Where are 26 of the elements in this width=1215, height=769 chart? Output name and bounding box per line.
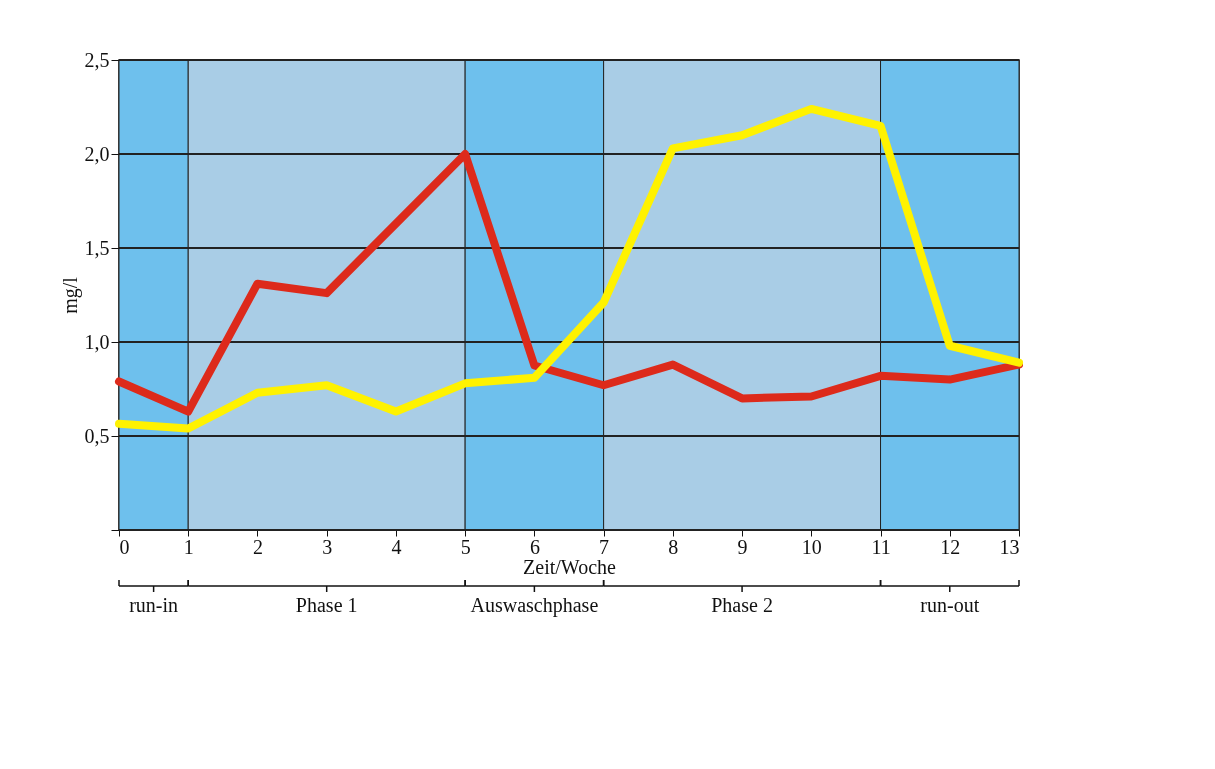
x-tick-label: 10 <box>801 535 822 558</box>
y-tick-label: 2,5 <box>84 48 110 71</box>
x-tick-label: 7 <box>599 535 610 558</box>
text: run-out <box>920 594 980 616</box>
x-tick-label: 4 <box>391 535 402 558</box>
y-tick-label: 1,5 <box>84 236 110 259</box>
x-axis-title: Zeit/Woche <box>523 555 617 578</box>
x-tick-label: 6 <box>529 535 540 558</box>
x-tick-label: 2 <box>252 535 263 558</box>
x-tick-label: 11 <box>871 535 891 558</box>
x-tick-label: 12 <box>940 535 961 558</box>
y-tick-label: 1,0 <box>84 330 110 353</box>
x-tick-label: 13 <box>999 535 1020 558</box>
x-tick-label: 5 <box>460 535 471 558</box>
x-tick-label: 3 <box>322 535 333 558</box>
text: Auswaschphase <box>470 594 599 617</box>
text: run-in <box>129 594 179 616</box>
y-axis-title: mg/l <box>58 276 82 314</box>
y-tick-label: 2,0 <box>84 142 110 165</box>
x-tick-label: 8 <box>668 535 679 558</box>
y-tick-label: 0,5 <box>84 424 110 447</box>
x-tick-label: 0 <box>119 535 130 558</box>
text: Phase 2 <box>711 594 773 616</box>
x-tick-label: 1 <box>183 535 194 558</box>
text: Phase 1 <box>295 594 358 616</box>
x-tick-label: 9 <box>737 535 748 558</box>
